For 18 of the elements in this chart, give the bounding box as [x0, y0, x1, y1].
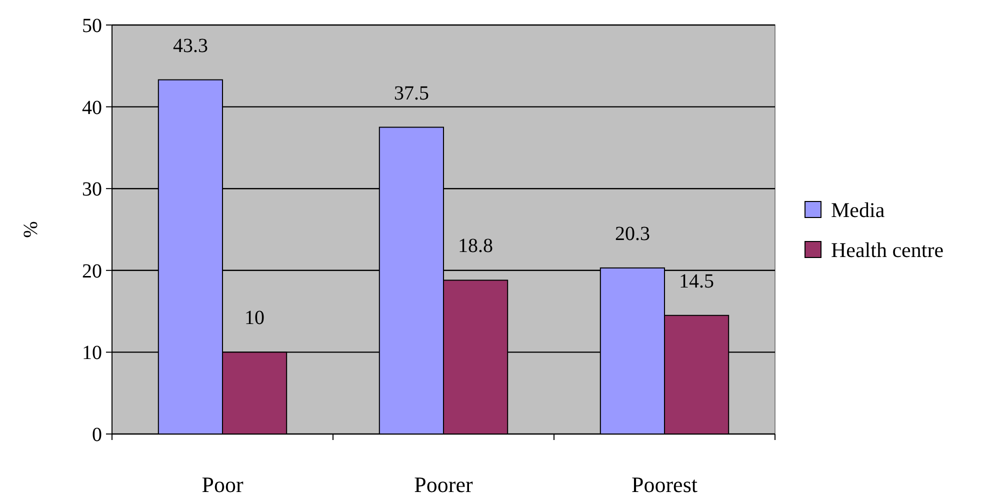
y-tick-label: 50	[82, 15, 102, 37]
x-tick-label: Poorest	[632, 472, 698, 495]
x-tick-label: Poor	[202, 472, 244, 495]
data-label: 20.3	[614, 222, 650, 245]
y-tick-label: 10	[82, 342, 102, 364]
y-tick-label: 30	[82, 178, 102, 201]
y-tick-label: 40	[82, 96, 102, 119]
y-tick-label: 20	[82, 260, 102, 282]
x-tick-label: Poorer	[414, 472, 474, 495]
legend-label: Media	[831, 198, 886, 222]
data-label: 14.5	[679, 270, 714, 292]
legend-label: Health centre	[831, 238, 944, 262]
y-tick-label: 0	[92, 424, 102, 446]
data-label: 10	[244, 307, 265, 330]
data-label: 18.8	[458, 235, 494, 258]
data-label: 43.3	[172, 34, 208, 57]
y-axis-title: %	[20, 221, 42, 238]
data-label: 37.5	[394, 82, 429, 104]
